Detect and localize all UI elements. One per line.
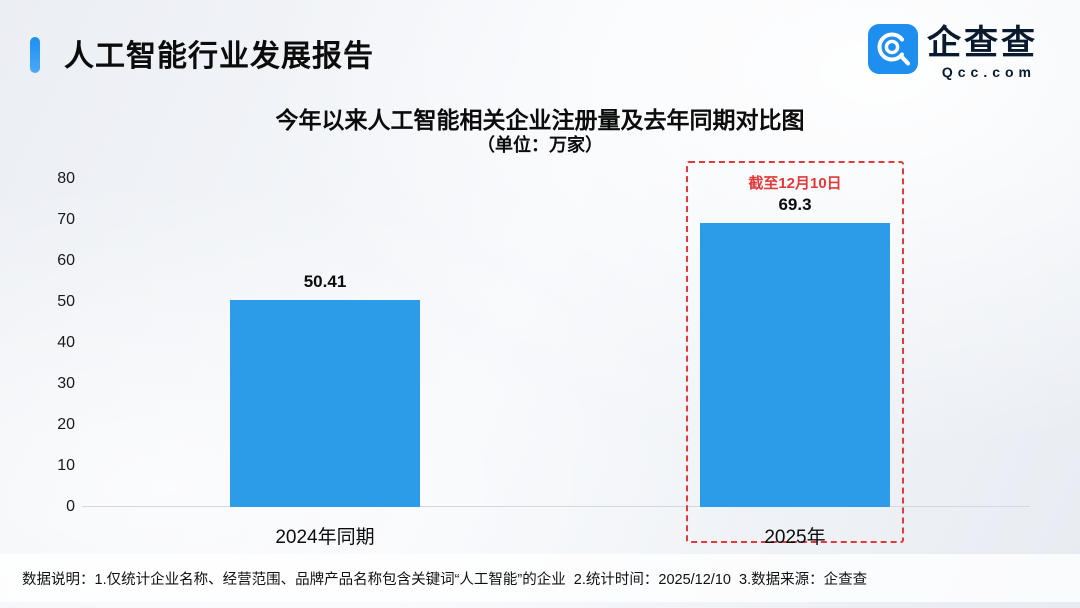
qcc-logo-domain: Qcc.com (941, 64, 1036, 81)
y-tick-label: 80 (57, 170, 75, 187)
annotation-dashed-box (686, 161, 904, 543)
y-tick-label: 10 (57, 457, 75, 474)
qcc-logo-icon (868, 24, 918, 74)
y-tick-label: 0 (66, 498, 75, 515)
bar-2024年同期 (230, 300, 420, 507)
footer-note: 数据说明：1.仅统计企业名称、经营范围、品牌产品名称包含关键词“人工智能”的企业… (0, 554, 1080, 602)
qcc-logo-text: 企查查 Qcc.com (927, 24, 1038, 80)
y-axis: 0 10 20 30 40 50 60 70 80 (30, 171, 75, 515)
x-category-label: 2025年 (764, 527, 826, 548)
bar-2025年 (700, 222, 890, 507)
chart-title: 今年以来人工智能相关企业注册量及去年同期对比图 (275, 107, 805, 133)
y-tick-label: 40 (57, 334, 75, 351)
y-tick-label: 60 (57, 252, 75, 269)
x-axis-line (82, 506, 1030, 507)
y-tick-label: 20 (57, 416, 75, 433)
y-tick-label: 50 (57, 293, 75, 310)
plot-area: 50.41 2024年同期 截至12月10日 69.3 2025年 (82, 161, 1030, 548)
bar-value-label: 69.3 (778, 194, 812, 214)
y-tick-label: 30 (57, 375, 75, 392)
bar-value-label: 50.41 (303, 272, 347, 292)
report-title: 人工智能行业发展报告 (64, 40, 374, 73)
chart-unit-subtitle: （单位：万家） (477, 135, 603, 155)
qcc-logo: 企查查 Qcc.com (868, 24, 1038, 80)
x-category-label: 2024年同期 (275, 527, 375, 548)
title-accent-bar (30, 37, 40, 73)
annotation-label: 截至12月10日 (748, 175, 842, 192)
qcc-logo-name: 企查查 (927, 24, 1038, 62)
y-tick-label: 70 (57, 211, 75, 228)
